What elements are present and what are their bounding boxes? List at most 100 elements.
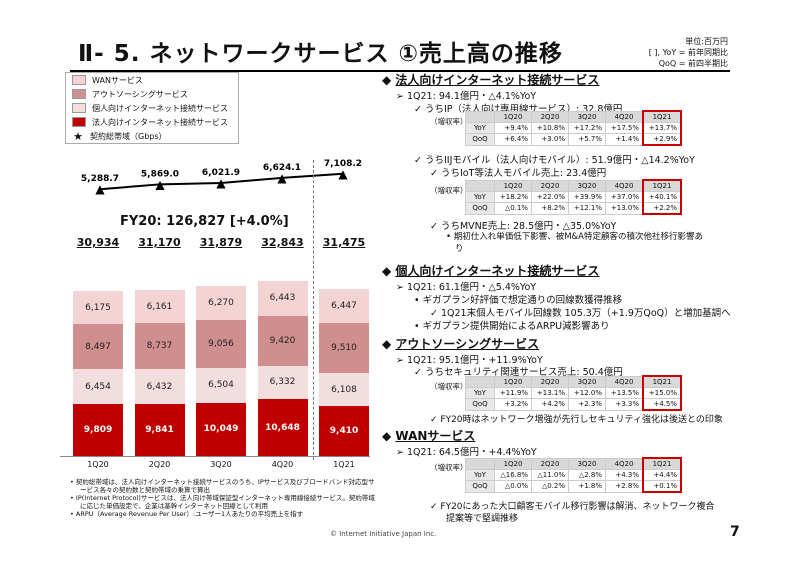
bar-segment-label: 8,497 — [85, 341, 111, 352]
units-note: 単位:百万円 [ ], YoY = 前年同期比 QoQ = 前四半期比 — [649, 36, 728, 69]
legend-item-bandwidth: ★ 契約総帯域（Gbps） — [73, 129, 167, 143]
mvne-note: • 期初仕入れ単価低下影響、被M&A特定顧客の積次他社移行影響あ — [446, 232, 703, 242]
table-header-cell: 4Q20 — [605, 179, 644, 192]
table-row: YoY △16.8% △11.0% △2.8% +4.3% +4.4% — [465, 469, 682, 481]
wan-heading: ◆ WANサービス — [382, 429, 476, 443]
bar-segment-label: 9,056 — [208, 338, 234, 349]
bar-total-label: 31,475 — [322, 236, 366, 249]
bar-segment: 6,332 — [256, 365, 309, 400]
x-tick-label: 1Q21 — [333, 460, 355, 469]
table-row: QoQ △0.0% △0.2% +1.8% +2.8% +0.1% — [465, 480, 682, 493]
table-cell: +5.7% — [568, 133, 606, 146]
bar-segment-label: 10,049 — [203, 424, 239, 435]
bar-segment-label: 6,175 — [85, 302, 111, 313]
table-cell: +4.5% — [642, 398, 682, 411]
bandwidth-point-marker: ▲ — [95, 182, 105, 196]
bar-segment-label: 9,410 — [329, 425, 359, 436]
table-cell: +37.0% — [605, 191, 644, 203]
bar-segment: 6,175 — [72, 291, 124, 325]
table-header-cell: 4Q20 — [605, 110, 644, 123]
page-number: 7 — [730, 524, 740, 540]
table-header-cell: 1Q21 — [642, 457, 682, 470]
bar-total-label: 32,843 — [261, 236, 304, 249]
bandwidth-point-label: 7,108.2 — [324, 159, 362, 169]
table-cell: +13.7% — [642, 122, 682, 134]
ip-growth-table: 1Q20 2Q20 3Q20 4Q20 1Q21 YoY +9.4% +10.8% +17.2%… — [465, 110, 682, 146]
bar-segment: 6,443 — [256, 281, 309, 316]
iot-line: ✓ うちIoT等法人モバイル売上: 23.4億円 — [430, 168, 607, 179]
table-cell: +3.2% — [494, 398, 532, 411]
bar-total-label: 31,170 — [138, 236, 181, 249]
table-header-cell: 2Q20 — [531, 457, 569, 470]
table-corner — [465, 179, 495, 192]
security-growth-table: 1Q20 2Q20 3Q20 4Q20 1Q21 YoY +11.9% +13.1% +12.0… — [465, 375, 682, 411]
table-cell: +12.0% — [568, 387, 606, 399]
table-cell: △16.8% — [494, 469, 532, 481]
table-row: YoY +9.4% +10.8% +17.2% +17.5% +13.7% — [465, 122, 682, 134]
table-cell: +1.8% — [568, 480, 606, 493]
bar-segment: 6,432 — [133, 369, 186, 404]
bandwidth-point-label: 5,869.0 — [141, 169, 179, 179]
legend-item-corporate: 法人向けインターネット接続サービス — [66, 115, 238, 129]
bar-segment: 9,410 — [318, 405, 370, 456]
bandwidth-line — [99, 172, 344, 191]
table-header-cell: 2Q20 — [531, 375, 569, 388]
bar-segment-label: 6,454 — [85, 381, 111, 392]
bandwidth-point-label: 6,021.9 — [202, 168, 240, 178]
bar-segment-label: 9,510 — [331, 343, 357, 354]
legend-item-wan: WANサービス — [66, 73, 238, 87]
table-corner — [465, 110, 495, 123]
bar-segment-label: 8,737 — [146, 341, 173, 352]
table-cell: +2.9% — [642, 133, 682, 146]
star-icon: ★ — [73, 129, 83, 143]
dashed-divider — [313, 160, 314, 460]
legend-swatch-wan — [72, 75, 86, 85]
footnote-3: • ARPU（Average Revenue Per User）:ユーザー1人あ… — [70, 510, 304, 518]
table-header-cell: 1Q20 — [494, 179, 532, 192]
giga-sub: ✓ 1Q21末個人モバイル回線数 105.3万（+1.9万QoQ）と増加基調へ — [430, 308, 731, 319]
table-cell: +10.8% — [531, 122, 569, 134]
mvne-note-cont: り — [455, 244, 464, 254]
bar-segment: 8,737 — [133, 322, 186, 370]
table-row-label: YoY — [465, 122, 495, 134]
table-header-cell: 3Q20 — [568, 375, 606, 388]
table-cell: +18.2% — [494, 191, 532, 203]
bar-segment-label: 6,504 — [208, 380, 234, 391]
table-header-cell: 1Q21 — [642, 375, 682, 388]
bar-segment-label: 9,420 — [269, 335, 296, 346]
bandwidth-point-marker: ▲ — [216, 176, 226, 190]
table-cell: △2.8% — [568, 469, 606, 481]
table-cell: +22.0% — [531, 191, 569, 203]
footnotes: • 契約総帯域は、法人向けインターネット接続サービスのうち、IPサービス及びブロ… — [70, 478, 380, 518]
corp-1q21: ➢ 1Q21: 94.1億円・△4.1%YoY — [396, 91, 537, 102]
x-tick-label: 2Q20 — [148, 460, 171, 469]
legend-item-outsourcing: アウトソーシングサービス — [66, 87, 238, 101]
bar-segment-label: 6,447 — [331, 300, 357, 311]
table-row-label: YoY — [465, 469, 495, 481]
table-cell: +6.4% — [494, 133, 532, 146]
table-cell: +2.8% — [605, 480, 644, 493]
table-cell: +4.2% — [531, 398, 569, 411]
bandwidth-point-marker: ▲ — [338, 167, 348, 181]
fy-total-label: FY20: 126,827 [+4.0%] — [120, 214, 289, 229]
x-tick-label: 4Q20 — [271, 460, 294, 469]
bar-segment: 10,049 — [195, 402, 247, 456]
bandwidth-point-label: 6,624.1 — [263, 163, 301, 173]
table-row-label: QoQ — [465, 133, 495, 146]
table-cell: +13.5% — [605, 387, 644, 399]
wan-note: ✓ FY20にあった大口顧客モバイル移行影響は解消、ネットワーク複合 — [430, 502, 715, 512]
table-cell: △0.2% — [531, 480, 569, 493]
bar-segment: 10,648 — [256, 399, 309, 456]
table-cell: +0.1% — [642, 480, 682, 493]
bar-segment-label: 10,648 — [265, 422, 300, 433]
bandwidth-point-marker: ▲ — [155, 177, 165, 191]
table-cell: +2.3% — [568, 398, 606, 411]
table-cell: +17.5% — [605, 122, 644, 134]
table-cell: +3.3% — [605, 398, 644, 411]
bar-segment: 6,504 — [195, 367, 247, 403]
bar-total-label: 30,934 — [76, 236, 120, 249]
table-header-cell: 4Q20 — [605, 375, 644, 388]
bandwidth-point-marker: ▲ — [277, 171, 287, 185]
table-cell: +11.9% — [494, 387, 532, 399]
wan-note-cont: 提案等で堅調推移 — [446, 514, 519, 524]
